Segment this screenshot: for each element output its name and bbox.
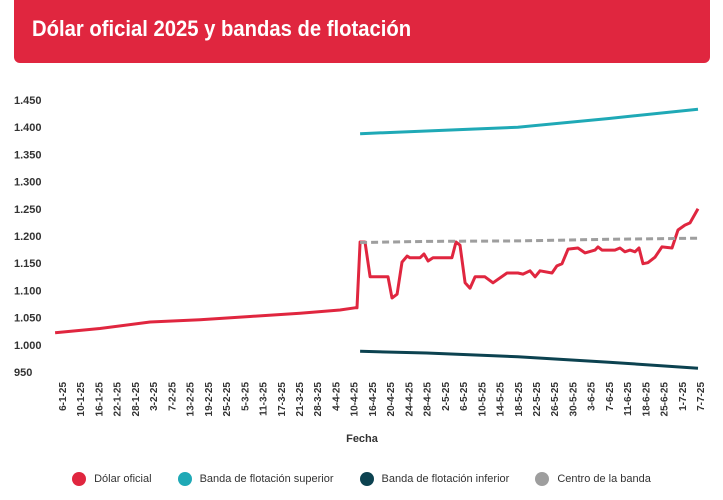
x-tick-label: 13-2-25	[186, 382, 197, 417]
x-tick-label: 20-4-25	[386, 382, 397, 417]
x-tick-label: 28-4-25	[423, 382, 434, 417]
x-tick-label: 10-5-25	[477, 382, 488, 417]
legend-item[interactable]: Dólar oficial	[72, 472, 152, 486]
y-tick-label: 1.050	[14, 313, 42, 325]
x-tick-label: 28-3-25	[313, 382, 324, 417]
x-tick-label: 24-4-25	[404, 382, 415, 417]
x-tick-label: 7-6-25	[605, 382, 616, 411]
x-tick-label: 6-5-25	[459, 382, 470, 411]
legend-marker-icon	[177, 472, 192, 486]
x-axis: 6-1-25 10-1-25 16-1-25 22-1-25 28-1-25 3-2-25…	[58, 382, 707, 417]
x-tick-label: 11-6-25	[623, 382, 634, 416]
series-line-1	[360, 107, 699, 136]
x-tick-label: 14-5-25	[496, 382, 507, 417]
x-tick-label: 6-1-25	[58, 382, 69, 411]
legend-label: Banda de flotación superior	[199, 473, 334, 485]
x-tick-label: 3-6-25	[587, 382, 598, 411]
legend-item[interactable]: Banda de flotación superior	[177, 472, 334, 486]
chart-title: Dólar oficial 2025 y bandas de flotación	[32, 16, 412, 41]
y-tick-label: 950	[14, 367, 32, 379]
series-line-2	[360, 349, 699, 370]
x-tick-label: 5-3-25	[240, 382, 251, 411]
legend-marker-icon	[72, 472, 87, 486]
title-bar: Dólar oficial 2025 y bandas de flotación	[14, 0, 710, 63]
y-tick-label: 1.100	[14, 285, 42, 297]
x-tick-label: 22-1-25	[113, 382, 124, 417]
x-tick-label: 2-5-25	[441, 382, 452, 411]
x-tick-label: 7-2-25	[167, 382, 178, 411]
legend-label: Banda de flotación inferior	[381, 473, 510, 485]
x-tick-label: 4-4-25	[331, 382, 342, 411]
series-lines	[54, 107, 700, 370]
x-tick-label: 26-5-25	[550, 382, 561, 417]
series-line-0	[54, 208, 700, 335]
line-chart: 1.450 1.400 1.350 1.300 1.250 1.200 1.150 1.100…	[14, 95, 707, 445]
x-tick-label: 25-6-25	[660, 382, 671, 417]
x-tick-label: 18-6-25	[641, 382, 652, 417]
series-line-3	[360, 236, 699, 244]
x-tick-label: 28-1-25	[131, 382, 142, 417]
y-tick-label: 1.000	[14, 340, 42, 352]
legend-label: Centro de la banda	[557, 473, 651, 485]
x-tick-label: 22-5-25	[532, 382, 543, 417]
x-tick-label: 10-4-25	[350, 382, 361, 417]
x-tick-label: 7-7-25	[696, 382, 707, 411]
legend-marker-icon	[359, 472, 374, 486]
y-tick-label: 1.150	[14, 258, 42, 270]
x-tick-label: 1-7-25	[678, 382, 689, 411]
x-tick-label: 30-5-25	[568, 382, 579, 417]
y-tick-label: 1.300	[14, 177, 42, 189]
y-tick-label: 1.350	[14, 149, 42, 161]
x-tick-label: 17-3-25	[277, 382, 288, 417]
y-tick-label: 1.250	[14, 204, 42, 216]
x-tick-label: 11-3-25	[259, 382, 270, 416]
y-axis: 1.450 1.400 1.350 1.300 1.250 1.200 1.150 1.100…	[14, 95, 42, 379]
x-axis-label: Fecha	[346, 433, 379, 445]
x-tick-label: 16-4-25	[368, 382, 379, 417]
x-tick-label: 21-3-25	[295, 382, 306, 417]
legend-label: Dólar oficial	[94, 473, 152, 485]
x-tick-label: 18-5-25	[514, 382, 525, 417]
x-tick-label: 19-2-25	[204, 382, 215, 417]
y-tick-label: 1.450	[14, 95, 42, 107]
y-tick-label: 1.200	[14, 231, 42, 243]
x-tick-label: 25-2-25	[222, 382, 233, 417]
legend-item[interactable]: Centro de la banda	[535, 472, 651, 486]
legend-marker-icon	[535, 472, 550, 486]
x-tick-label: 3-2-25	[149, 382, 160, 411]
y-tick-label: 1.400	[14, 122, 42, 134]
x-tick-label: 10-1-25	[76, 382, 87, 417]
x-tick-label: 16-1-25	[94, 382, 105, 417]
legend-item[interactable]: Banda de flotación inferior	[359, 472, 510, 486]
legend: Dólar oficial Banda de flotación superior…	[0, 472, 723, 486]
